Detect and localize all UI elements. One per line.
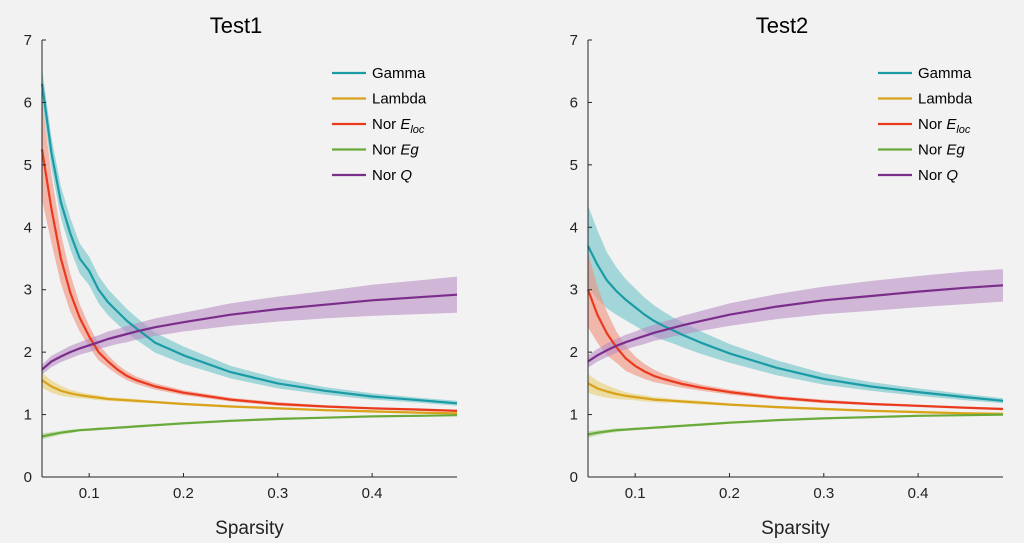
series-line-nor-eg bbox=[587, 413, 1004, 436]
y-tick-label: 5 bbox=[24, 157, 32, 174]
legend-label-nor-e-loc: Nor Eloc bbox=[372, 116, 425, 136]
series-line-nor-e-loc bbox=[40, 149, 458, 412]
legend-label-lambda: Lambda bbox=[372, 91, 427, 108]
chart-title: Test1 bbox=[210, 13, 263, 38]
x-tick-label: 0.4 bbox=[362, 485, 383, 502]
series-line-lambda bbox=[41, 379, 458, 415]
chart-panel-test1: Test1 0 1 2 3 4 5 6 7 0.1 0.2 0.3 0.4 Sparsity Gamma La… bbox=[24, 13, 458, 539]
series-line-nor-eg bbox=[41, 414, 458, 438]
series-line-nor-q bbox=[587, 284, 1004, 363]
y-tick-label: 0 bbox=[24, 469, 32, 486]
x-tick-label: 0.3 bbox=[267, 485, 288, 502]
x-tick-label: 0.2 bbox=[173, 485, 194, 502]
y-tick-label: 6 bbox=[570, 94, 578, 111]
y-tick-label: 4 bbox=[570, 219, 578, 236]
y-tick-label: 3 bbox=[24, 282, 32, 299]
legend-label-nor-eg: Nor Eg bbox=[372, 142, 419, 159]
series-band-nor-eg bbox=[588, 413, 1003, 438]
y-tick-label: 0 bbox=[570, 469, 578, 486]
x-tick-label: 0.4 bbox=[908, 485, 929, 502]
y-tick-label: 6 bbox=[24, 94, 32, 111]
legend-label-nor-eg: Nor Eg bbox=[918, 142, 965, 159]
x-axis-label: Sparsity bbox=[215, 518, 284, 539]
legend-label-nor-q: Nor Q bbox=[918, 167, 958, 184]
y-tick-label: 7 bbox=[570, 32, 578, 49]
series-line-gamma bbox=[40, 83, 458, 405]
x-tick-label: 0.1 bbox=[625, 485, 646, 502]
series-band-nor-eg bbox=[42, 414, 457, 440]
y-tick-label: 5 bbox=[570, 157, 578, 174]
x-tick-label: 0.2 bbox=[719, 485, 740, 502]
y-tick-label: 2 bbox=[24, 344, 32, 361]
legend-label-lambda: Lambda bbox=[918, 91, 973, 108]
y-tick-label: 1 bbox=[24, 407, 32, 424]
y-tick-label: 3 bbox=[570, 282, 578, 299]
legend-label-gamma: Gamma bbox=[918, 65, 972, 82]
series-line-lambda bbox=[587, 382, 1004, 415]
x-axis-label: Sparsity bbox=[761, 518, 830, 539]
series-line-nor-q bbox=[41, 293, 458, 371]
x-tick-label: 0.3 bbox=[813, 485, 834, 502]
y-tick-label: 2 bbox=[570, 344, 578, 361]
y-tick-label: 7 bbox=[24, 32, 32, 49]
x-tick-label: 0.1 bbox=[79, 485, 100, 502]
legend-label-gamma: Gamma bbox=[372, 65, 426, 82]
chart-title: Test2 bbox=[756, 13, 809, 38]
legend-label-nor-q: Nor Q bbox=[372, 167, 412, 184]
series-line-gamma bbox=[587, 245, 1004, 402]
y-tick-label: 1 bbox=[570, 407, 578, 424]
chart-panel-test2: Test2 0 1 2 3 4 5 6 7 0.1 0.2 0.3 0.4 Sparsity Gamma La… bbox=[570, 13, 1004, 539]
legend-label-nor-e-loc: Nor Eloc bbox=[918, 116, 971, 136]
y-tick-label: 4 bbox=[24, 219, 32, 236]
